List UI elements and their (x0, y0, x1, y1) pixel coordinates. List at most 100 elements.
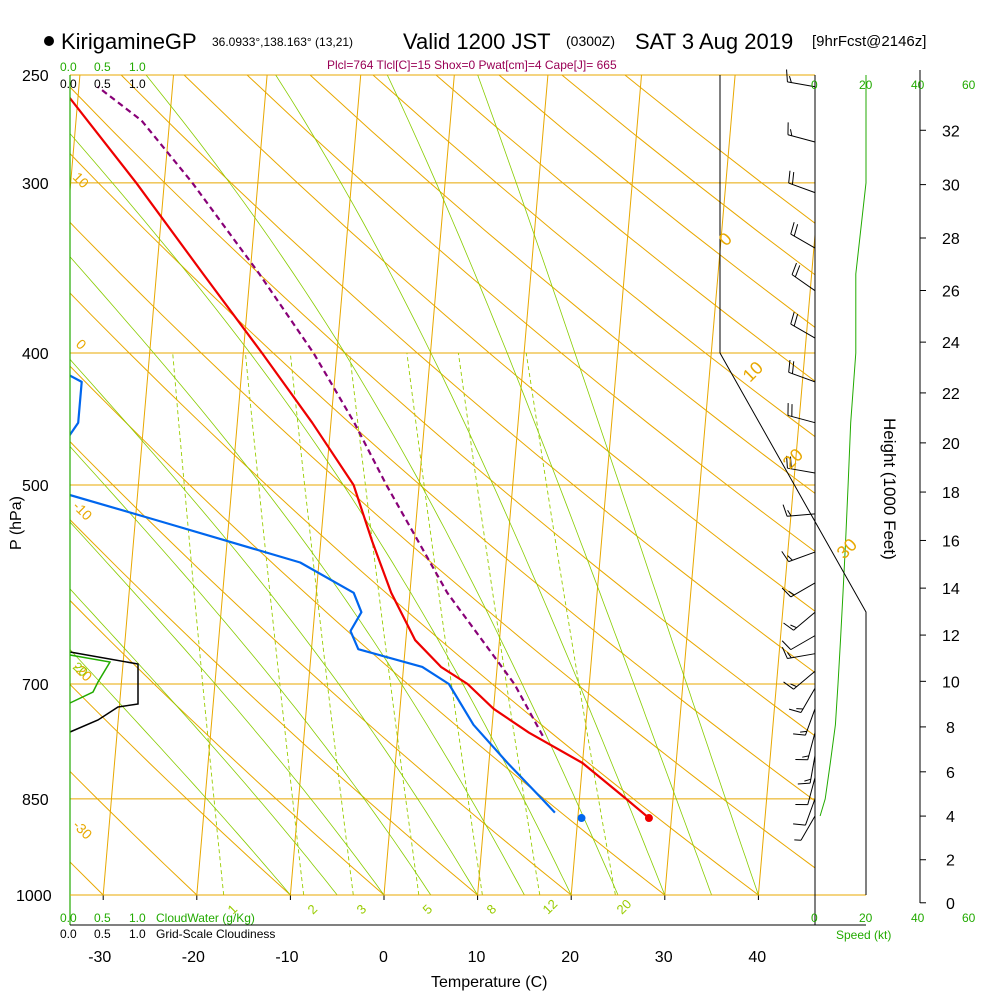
height-tick-12: 12 (942, 628, 960, 645)
speed-top-40: 40 (911, 78, 925, 92)
mixing-ratio-2 (244, 352, 305, 895)
utc-time: (0300Z) (566, 33, 615, 49)
wind-barb (788, 687, 816, 713)
wind-barb-flag (794, 265, 801, 278)
station-name: KirigamineGP (61, 29, 197, 54)
isotherm--30 (102, 75, 175, 895)
mixing-ratio-1 (172, 352, 225, 895)
cloud-profile (69, 651, 139, 733)
height-tick-24: 24 (942, 335, 960, 352)
wind-barb-flag (793, 733, 806, 736)
wind-barb-flag (793, 224, 799, 237)
isotherm-0 (383, 75, 455, 895)
x-axis-title: Temperature (C) (431, 974, 547, 991)
wind-barb-shaft (790, 582, 816, 598)
moist-adiabat (477, 75, 759, 895)
mixing-ratio-label-2: 2 (305, 901, 321, 917)
cloud-bottom-black-1: 0.5 (94, 927, 111, 941)
height-tick-14: 14 (942, 581, 960, 598)
isotherm-40 (757, 229, 815, 895)
moist-adiabat (70, 445, 432, 895)
wind-barb-flag (786, 652, 792, 659)
adiabat-lines (70, 75, 815, 895)
speed-bottom-0: 0 (811, 911, 818, 925)
height-tick-22: 22 (942, 386, 960, 403)
height-tick-26: 26 (942, 284, 960, 301)
wind-barb-shaft (787, 81, 816, 88)
dry-adiabat (70, 292, 759, 895)
cloudiness-profile (69, 651, 139, 733)
wind-barb (790, 222, 816, 249)
dry-adiabat (246, 75, 815, 553)
wind-barb-flag (791, 361, 795, 374)
surface-temperature-marker (644, 814, 653, 823)
cloud-top-black-2: 1.0 (129, 77, 146, 91)
wind-barb (797, 755, 816, 785)
height-tick-10: 10 (942, 674, 960, 691)
wind-barb-shaft (787, 653, 816, 660)
moist-adiabat (70, 648, 291, 895)
cloud-top-green-0: 0.0 (60, 60, 77, 74)
mixing-ratio-12 (457, 352, 541, 895)
wind-barb-flag (790, 312, 795, 325)
height-tick-8: 8 (946, 720, 955, 737)
wind-barb-flag (793, 823, 806, 826)
wind-barb-flag (788, 75, 792, 83)
height-tick-30: 30 (942, 178, 960, 195)
moist-adiabat (386, 75, 712, 895)
wind-barb-flag (783, 622, 794, 631)
series-parcel (96, 85, 544, 737)
wind-barb-shaft (800, 815, 816, 841)
cloud-bottom-green-2: 1.0 (129, 911, 146, 925)
temp-tick-10: 10 (468, 949, 486, 966)
wind-barb-shaft (800, 687, 816, 713)
valid-date: SAT 3 Aug 2019 (635, 29, 793, 54)
wind-barb-shaft (787, 134, 816, 143)
wind-barb-shaft (787, 414, 816, 424)
temp-tick-40: 40 (748, 949, 766, 966)
wind-barb-flag (800, 730, 807, 733)
cloudiness-label: Grid-Scale Cloudiness (156, 927, 275, 941)
isotherm-lines (70, 75, 815, 895)
wind-barb-flag (804, 778, 811, 782)
wind-barb (787, 403, 816, 424)
pressure-tick-500: 500 (22, 478, 49, 495)
pressure-tick-300: 300 (22, 176, 49, 193)
wind-barb (783, 611, 816, 631)
wind-barb (795, 777, 816, 806)
wind-barb (794, 815, 816, 841)
speed-bottom-20: 20 (859, 911, 873, 925)
cloud-bottom-black-0: 0.0 (60, 927, 77, 941)
dry-adiabat (70, 440, 572, 895)
dry-adiabat (70, 770, 198, 895)
wind-barb-flag (788, 170, 791, 184)
dry-adiabat (70, 365, 666, 895)
speed-top-20: 20 (859, 78, 873, 92)
pressure-tick-850: 850 (22, 792, 49, 809)
isotherm--10 (289, 75, 362, 895)
height-tick-0: 0 (946, 896, 955, 913)
wind-barb-flag (789, 456, 792, 469)
wind-barb (790, 312, 816, 339)
moist-adiabat (70, 358, 478, 895)
wind-barb-flag (791, 172, 795, 185)
dry-adiabat (70, 599, 385, 895)
mixing-ratio-label-8: 8 (484, 901, 500, 917)
wind-barb-shaft (793, 670, 816, 690)
temp-tick--20: -20 (182, 949, 205, 966)
wind-barb-flag (802, 755, 809, 758)
moist-adiabat (70, 521, 385, 895)
wind-barb-flag (787, 555, 793, 561)
moist-adiabat (70, 588, 338, 895)
wind-panel-outline (719, 75, 867, 895)
station-dot-icon (44, 36, 54, 46)
cloud-top-black-0: 0.0 (60, 77, 77, 91)
mixing-ratio-5 (349, 352, 420, 895)
mixing-ratio-label-20: 20 (614, 896, 635, 917)
wind-barb-shaft (788, 371, 816, 383)
wind-barb (787, 122, 816, 143)
cloud-bottom-green-0: 0.0 (60, 911, 77, 925)
cloud-top-black-1: 0.5 (94, 77, 111, 91)
